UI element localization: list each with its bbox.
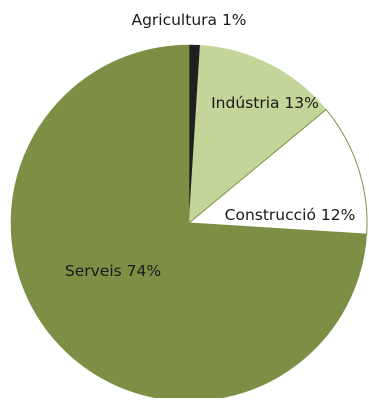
pie-labels: Agricultura 1% Indústria 13% Construcció 1… <box>65 11 355 280</box>
pie-slice-serveis <box>10 44 367 402</box>
data-label-industria: Indústria 13% <box>211 94 319 112</box>
data-label-agricultura: Agricultura 1% <box>131 11 246 29</box>
pie-slice-industria <box>188 45 327 224</box>
data-label-serveis: Serveis 74% <box>65 262 161 280</box>
pie-slice-construccio <box>188 109 368 235</box>
pie-slices <box>10 44 368 402</box>
data-label-construccio: Construcció 12% <box>225 206 356 224</box>
